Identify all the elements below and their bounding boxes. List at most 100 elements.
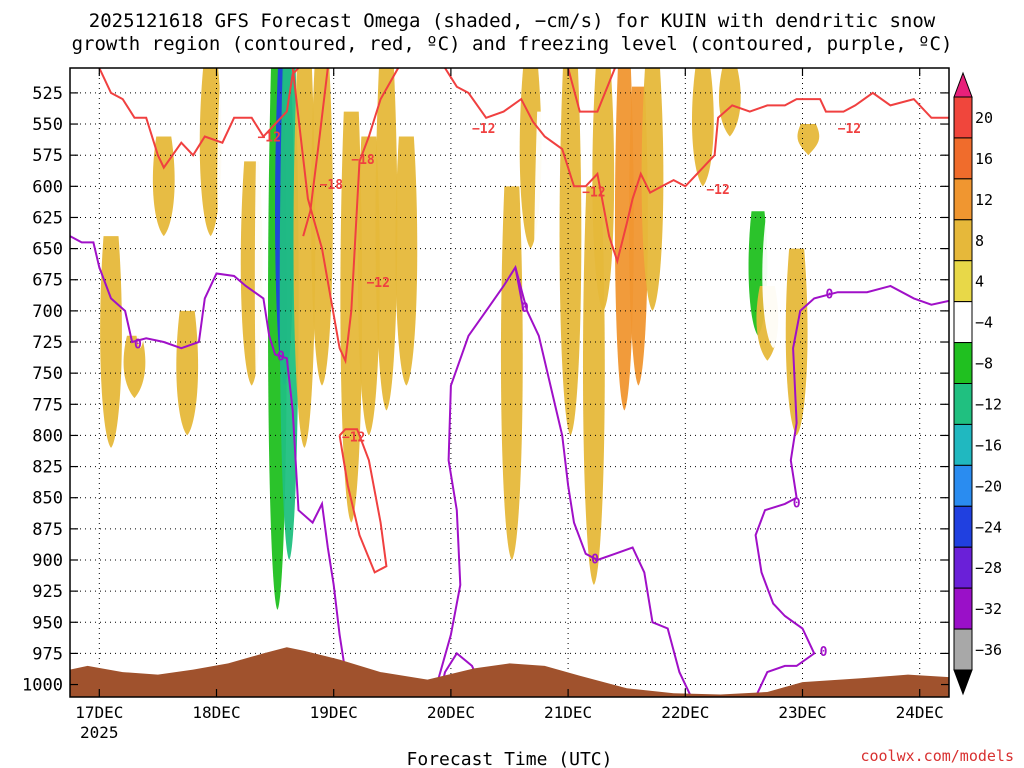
y-tick-label: 975 <box>32 644 63 664</box>
colorbar-label: −16 <box>975 436 1002 454</box>
freezing-contour-line-4 <box>754 284 949 697</box>
y-tick-label: 775 <box>32 395 63 415</box>
y-tick-label: 525 <box>32 84 63 104</box>
omega-cell-39 <box>797 124 820 156</box>
y-tick-label: 950 <box>32 613 63 633</box>
omega-cell-4 <box>176 310 199 436</box>
x-tick-label: 24DEC <box>896 703 944 722</box>
x-tick-label: 21DEC <box>544 703 592 722</box>
x-tick-label: 17DEC <box>75 703 123 722</box>
y-tick-label: 925 <box>32 582 63 602</box>
freezing-contour-label: 0 <box>134 337 142 352</box>
omega-cell-16 <box>357 136 380 436</box>
omega-cell-0 <box>100 236 122 448</box>
snow-growth-contour-line-5 <box>338 428 388 574</box>
omega-cell-13 <box>293 68 316 448</box>
snow-growth-contour-line-2 <box>302 68 329 237</box>
x-year-label: 2025 <box>80 723 119 742</box>
colorbar-bin <box>953 178 973 221</box>
freezing-contour-label: 0 <box>521 301 529 316</box>
y-tick-label: 900 <box>32 551 63 571</box>
colorbar-bin <box>953 301 973 344</box>
colorbar-label: −4 <box>975 314 993 332</box>
omega-cell-32 <box>718 68 741 137</box>
y-tick-label: 1000 <box>22 676 63 696</box>
chart-title-line1: 2025121618 GFS Forecast Omega (shaded, −… <box>88 10 936 32</box>
colorbar-label: −8 <box>975 355 993 373</box>
colorbar-bin <box>953 96 973 139</box>
y-tick-label: 650 <box>32 240 63 260</box>
freezing-contour-label: 0 <box>793 497 801 512</box>
x-tick-label: 22DEC <box>661 703 709 722</box>
omega-cell-24 <box>559 68 582 436</box>
freezing-level-contours <box>70 235 949 697</box>
colorbar-bin <box>953 137 973 180</box>
colorbar-bin <box>953 219 973 262</box>
snow-growth-contour-label: −18 <box>351 153 375 168</box>
omega-cell-21 <box>500 186 523 560</box>
y-tick-label: 825 <box>32 458 63 478</box>
y-tick-label: 575 <box>32 146 63 166</box>
terrain-fill <box>70 647 949 697</box>
snow-growth-contour-label: −12 <box>582 185 605 200</box>
snow-growth-contour-line-0 <box>98 68 300 170</box>
colorbar-label: −20 <box>975 477 1002 495</box>
x-tick-label: 20DEC <box>427 703 475 722</box>
omega-cell-1 <box>123 335 146 399</box>
snow-growth-contour-line-1 <box>291 68 400 365</box>
y-tick-label: 850 <box>32 489 63 509</box>
omega-cell-5 <box>199 68 222 237</box>
omega-cell-26 <box>592 68 615 311</box>
y-tick-label: 725 <box>32 333 63 353</box>
y-tick-label: 675 <box>32 271 63 291</box>
colorbar-label: −28 <box>975 559 1002 577</box>
y-tick-label: 625 <box>32 208 63 228</box>
y-tick-label: 600 <box>32 177 63 197</box>
freezing-contour-line-3 <box>514 267 525 312</box>
colorbar-bin <box>953 587 973 630</box>
y-tick-label: 750 <box>32 364 63 384</box>
colorbar-label: 20 <box>975 109 993 127</box>
colorbar-bin <box>953 464 973 507</box>
snow-growth-contour-label: −12 <box>342 431 365 446</box>
omega-cell-19 <box>461 310 483 461</box>
colorbar-top-arrow <box>953 71 973 98</box>
colorbar-bin <box>953 505 973 548</box>
omega-cell-30 <box>672 68 694 187</box>
omega-cell-23 <box>533 111 556 560</box>
colorbar-label: 12 <box>975 191 993 209</box>
omega-cell-36 <box>762 217 785 349</box>
x-tick-label: 19DEC <box>310 703 358 722</box>
colorbar-bin <box>953 546 973 589</box>
snow-growth-contour-label: −12 <box>257 131 280 146</box>
plot-frame <box>69 67 950 698</box>
x-axis-title: Forecast Time (UTC) <box>407 749 613 768</box>
snow-growth-contour-label: −12 <box>366 276 389 291</box>
omega-cell-31 <box>691 68 714 187</box>
colorbar-bin <box>953 383 973 425</box>
snow-growth-contour-label: −12 <box>838 122 861 137</box>
colorbar-bin <box>953 260 973 303</box>
snow-growth-contour-label: −12 <box>472 122 495 137</box>
chart-title-line2: growth region (contoured, red, ºC) and f… <box>71 33 953 55</box>
site-credit: coolwx.com/models <box>860 747 1014 765</box>
snow-growth-contour-label: −18 <box>320 178 344 193</box>
omega-cell-2 <box>129 68 152 349</box>
colorbar-label: −12 <box>975 396 1002 414</box>
freezing-contour-label: 0 <box>820 645 828 660</box>
colorbar-bin <box>953 342 973 385</box>
freezing-contour-label: 0 <box>277 350 285 365</box>
snow-growth-contours <box>98 68 949 574</box>
snow-growth-contour-line-4 <box>567 68 616 113</box>
omega-cell-40 <box>856 385 878 436</box>
freezing-contour-line-2 <box>432 264 693 697</box>
snow-growth-contour-label: −12 <box>706 183 729 198</box>
colorbar-bin <box>953 628 973 671</box>
omega-cell-27 <box>614 68 634 411</box>
omega-cell-29 <box>641 68 664 311</box>
y-tick-label: 800 <box>32 426 63 446</box>
colorbar-label: 16 <box>975 150 993 168</box>
x-tick-label: 23DEC <box>778 703 826 722</box>
colorbar-label: 4 <box>975 273 984 291</box>
